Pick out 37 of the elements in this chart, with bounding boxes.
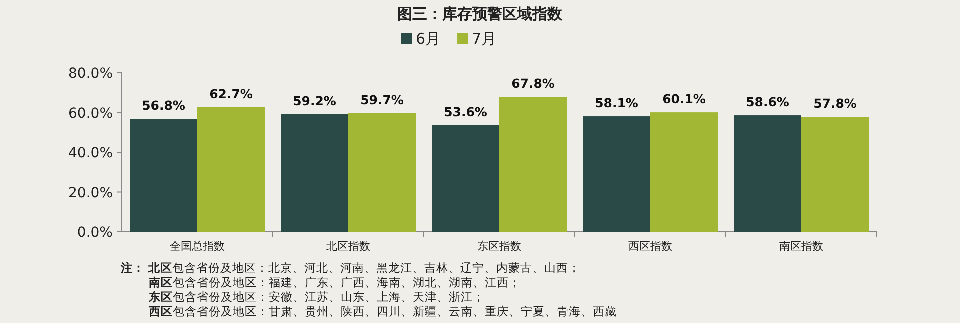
bar <box>500 97 567 232</box>
data-label: 67.8% <box>512 76 556 92</box>
x-tick-label: 北区指数 <box>326 240 370 253</box>
bar <box>802 117 869 232</box>
y-tick-label: 80.0% <box>68 66 113 82</box>
legend-label: 6月 <box>416 30 441 48</box>
bar <box>348 113 416 232</box>
bar <box>130 119 198 232</box>
y-tick-label: 60.0% <box>68 106 113 122</box>
y-tick-label: 0.0% <box>77 225 113 241</box>
x-tick-label: 西区指数 <box>628 240 672 253</box>
x-tick-label: 全国总指数 <box>170 240 225 253</box>
y-tick-label: 40.0% <box>68 146 113 162</box>
data-label: 60.1% <box>662 92 706 107</box>
text: 注： 北区包含省份及地区：北京、河北、河南、黑龙江、吉林、辽宁、内蒙古、山西； <box>120 261 581 275</box>
data-label: 57.8% <box>814 96 858 112</box>
bar <box>198 107 265 232</box>
bar <box>432 125 500 232</box>
text: 西区包含省份及地区：甘肃、贵州、陕西、四川、新疆、云南、重庆、宁夏、青海、西藏 <box>148 304 617 318</box>
data-label: 53.6% <box>444 104 488 120</box>
data-label: 58.6% <box>746 94 790 110</box>
data-label: 59.2% <box>293 93 337 108</box>
data-label: 58.1% <box>595 96 639 111</box>
legend-label: 7月 <box>472 30 497 48</box>
text: 东区包含省份及地区：安徽、江苏、山东、上海、天津、浙江； <box>148 290 485 304</box>
bar <box>650 112 718 232</box>
bar <box>281 114 348 232</box>
data-label: 56.8% <box>142 98 186 114</box>
bar <box>583 116 650 232</box>
y-tick-label: 20.0% <box>68 185 113 202</box>
x-tick-label: 东区指数 <box>478 240 522 253</box>
data-label: 59.7% <box>360 92 404 108</box>
text: 南区包含省份及地区：福建、广东、广西、海南、湖北、湖南、江西； <box>148 276 521 290</box>
chart-title: 图三：库存预警区域指数 <box>398 5 564 23</box>
data-label: 62.7% <box>210 86 254 102</box>
bar <box>734 116 802 232</box>
x-tick-label: 南区指数 <box>780 240 824 253</box>
